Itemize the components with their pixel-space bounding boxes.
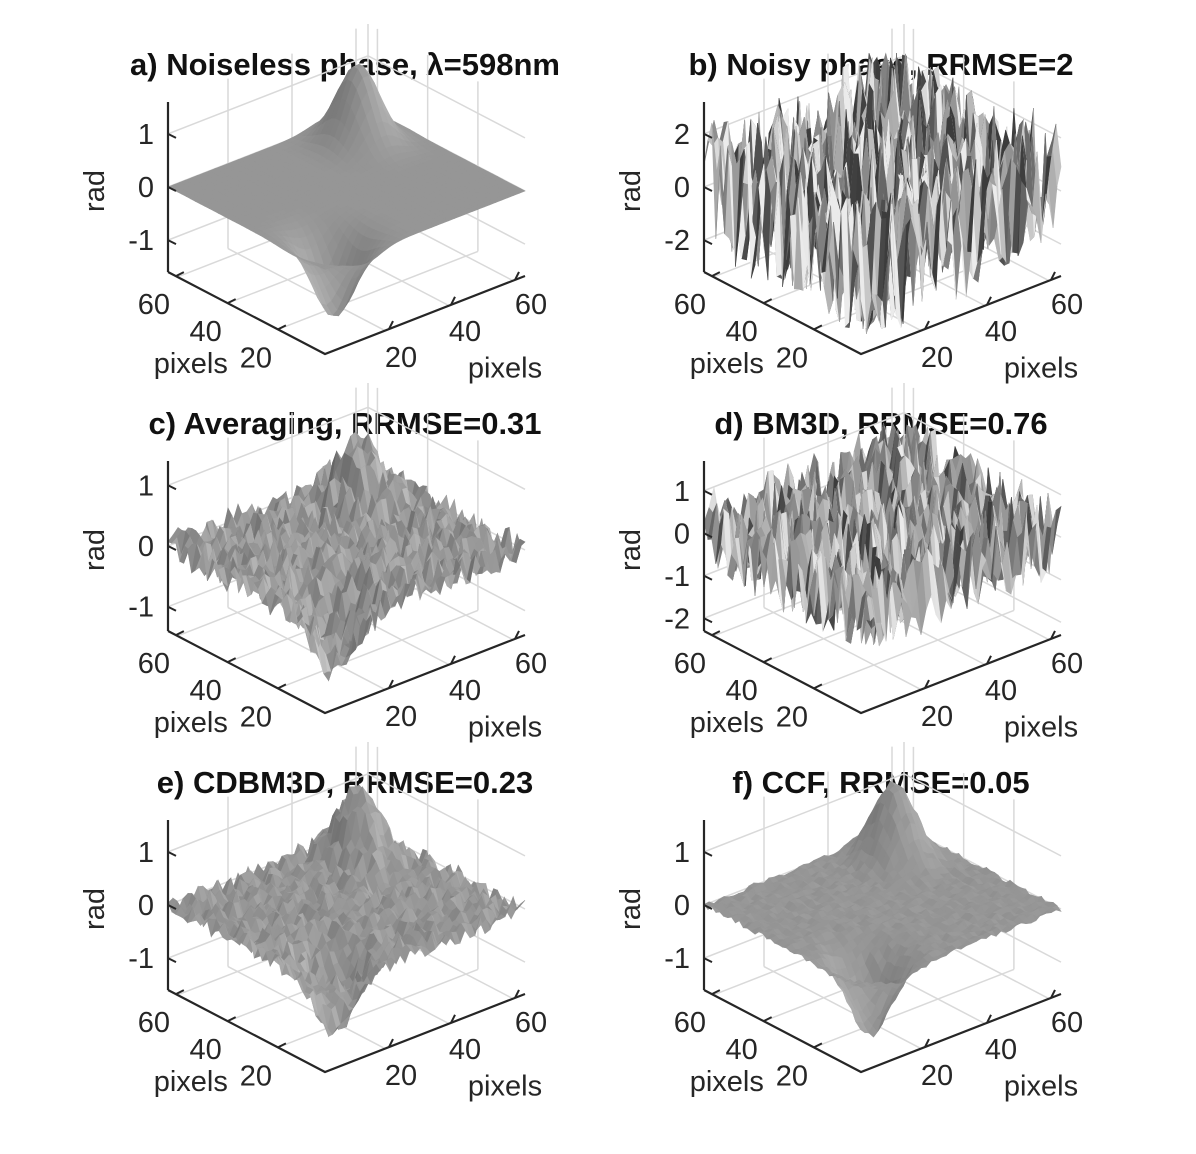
z-tick-label: 1 <box>138 470 154 502</box>
x-tick-label: 40 <box>985 1034 1017 1066</box>
x-tick-label: 20 <box>385 342 417 374</box>
panel-d: d) BM3D, RRMSE=0.7610-1-2rad204060pixels… <box>615 383 1083 743</box>
y-tick-label: 40 <box>190 1034 222 1066</box>
y-tick-label: 20 <box>240 342 272 374</box>
x-axis-label: pixels <box>1004 711 1078 743</box>
z-tick-label: -1 <box>664 943 690 975</box>
z-tick-label: 0 <box>138 531 154 563</box>
y-tick-label: 40 <box>190 675 222 707</box>
y-tick-label: 20 <box>776 1060 808 1092</box>
y-axis-label: pixels <box>690 1066 764 1098</box>
x-tick-label: 20 <box>921 701 953 733</box>
z-tick-label: -1 <box>128 943 154 975</box>
y-tick-label: 20 <box>776 342 808 374</box>
x-axis-label: pixels <box>1004 1070 1078 1102</box>
y-tick-label: 60 <box>674 648 706 680</box>
x-tick-label: 20 <box>385 701 417 733</box>
x-tick-label: 60 <box>515 289 547 321</box>
z-tick-label: 1 <box>674 476 690 508</box>
y-axis-label: pixels <box>154 1066 228 1098</box>
z-axis-label: rad <box>79 170 111 212</box>
z-axis-label: rad <box>79 529 111 571</box>
z-tick-label: 0 <box>674 890 690 922</box>
panel-e: e) CDBM3D, RRMSE=0.2310-1rad204060pixels… <box>79 742 547 1102</box>
y-tick-label: 40 <box>726 316 758 348</box>
y-tick-label: 60 <box>138 289 170 321</box>
y-tick-label: 60 <box>138 648 170 680</box>
z-tick-label: 0 <box>138 172 154 204</box>
panel-title: c) Averaging, RRMSE=0.31 <box>148 406 541 441</box>
surface <box>703 780 1062 1038</box>
panel-f: f) CCF, RRMSE=0.0510-1rad204060pixels604… <box>615 742 1083 1102</box>
z-tick-label: 1 <box>138 119 154 151</box>
x-tick-label: 40 <box>985 316 1017 348</box>
x-tick-label: 60 <box>1051 648 1083 680</box>
surface <box>167 784 526 1038</box>
x-axis-label: pixels <box>468 352 542 384</box>
surface <box>167 431 526 682</box>
z-tick-label: 2 <box>674 119 690 151</box>
z-tick-label: -1 <box>664 561 690 593</box>
x-tick-label: 40 <box>985 675 1017 707</box>
z-axis-label: rad <box>79 888 111 930</box>
y-tick-label: 40 <box>190 316 222 348</box>
x-tick-label: 60 <box>515 648 547 680</box>
z-tick-label: 1 <box>138 837 154 869</box>
x-tick-label: 20 <box>921 342 953 374</box>
x-tick-label: 60 <box>1051 289 1083 321</box>
panel-a: a) Noiseless phase, λ=598nm10-1rad204060… <box>79 24 560 384</box>
y-tick-label: 60 <box>674 289 706 321</box>
z-tick-label: 0 <box>674 518 690 550</box>
y-axis-label: pixels <box>690 707 764 739</box>
x-tick-label: 60 <box>1051 1007 1083 1039</box>
y-axis-label: pixels <box>154 707 228 739</box>
axes <box>702 461 1062 715</box>
z-axis-label: rad <box>615 170 647 212</box>
panel-c: c) Averaging, RRMSE=0.31 1 0 -1 rad 20 40 60 pix… <box>79 383 547 743</box>
x-axis-label: pixels <box>468 1070 542 1102</box>
x-tick-label: 20 <box>385 1060 417 1092</box>
z-axis-label: rad <box>615 888 647 930</box>
z-tick-label: 0 <box>674 172 690 204</box>
surface <box>167 63 526 317</box>
surface <box>703 422 1062 647</box>
z-tick-label: -1 <box>128 225 154 257</box>
x-axis-label: pixels <box>468 711 542 743</box>
x-tick-label: 40 <box>449 675 481 707</box>
y-tick-label: 20 <box>240 1060 272 1092</box>
y-tick-label: 40 <box>726 1034 758 1066</box>
z-tick-label: -1 <box>128 592 154 624</box>
y-axis-label: pixels <box>690 348 764 380</box>
z-tick-label: -2 <box>664 603 690 635</box>
panel-b: b) Noisy phase, RRMSE=220-2rad204060pixe… <box>615 24 1083 384</box>
y-tick-label: 20 <box>776 701 808 733</box>
x-axis-label: pixels <box>1004 352 1078 384</box>
z-tick-label: -2 <box>664 225 690 257</box>
x-tick-label: 20 <box>921 1060 953 1092</box>
x-tick-label: 60 <box>515 1007 547 1039</box>
y-tick-label: 60 <box>674 1007 706 1039</box>
y-axis-label: pixels <box>154 348 228 380</box>
surface <box>703 52 1062 335</box>
z-tick-label: 0 <box>138 890 154 922</box>
y-tick-label: 40 <box>726 675 758 707</box>
z-tick-label: 1 <box>674 837 690 869</box>
z-axis-label: rad <box>615 529 647 571</box>
y-tick-label: 60 <box>138 1007 170 1039</box>
x-tick-label: 40 <box>449 1034 481 1066</box>
y-tick-label: 20 <box>240 701 272 733</box>
x-tick-label: 40 <box>449 316 481 348</box>
